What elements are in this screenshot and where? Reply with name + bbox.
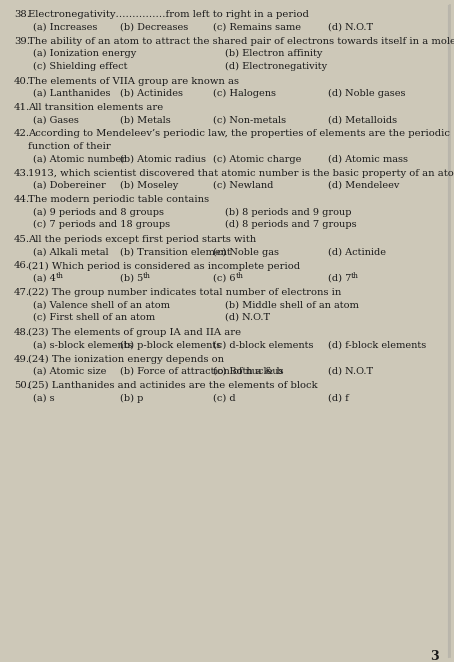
Text: 48.: 48.: [14, 328, 30, 337]
Text: (c) Noble gas: (c) Noble gas: [213, 248, 279, 257]
Text: function of their: function of their: [28, 142, 111, 151]
Text: (c) Remains same: (c) Remains same: [213, 23, 301, 32]
Text: (a) s: (a) s: [33, 393, 54, 402]
Text: (a) Atomic number: (a) Atomic number: [33, 154, 126, 164]
Text: (b) Moseley: (b) Moseley: [120, 181, 178, 190]
Text: (c) Shielding effect: (c) Shielding effect: [33, 62, 128, 71]
Text: (a) Dobereiner: (a) Dobereiner: [33, 181, 106, 190]
Text: (d) N.O.T: (d) N.O.T: [328, 367, 373, 376]
Text: (b) p: (b) p: [120, 393, 143, 402]
Text: (c) d-block elements: (c) d-block elements: [213, 340, 314, 350]
Text: (d) Metalloids: (d) Metalloids: [328, 115, 397, 124]
Text: (d) Actinide: (d) Actinide: [328, 248, 386, 256]
Text: 39.: 39.: [14, 36, 30, 46]
Text: (21) Which period is considered as incomplete period: (21) Which period is considered as incom…: [28, 261, 300, 271]
Text: (b) Force of attraction of nucleus: (b) Force of attraction of nucleus: [120, 367, 284, 376]
Text: (25) Lanthanides and actinides are the elements of block: (25) Lanthanides and actinides are the e…: [28, 381, 318, 390]
Text: The modern periodic table contains: The modern periodic table contains: [28, 195, 209, 204]
Text: The elements of VIIA group are known as: The elements of VIIA group are known as: [28, 77, 239, 85]
Text: (a) Atomic size: (a) Atomic size: [33, 367, 106, 376]
Text: (d) Mendeleev: (d) Mendeleev: [328, 181, 400, 190]
Text: (a) 9 periods and 8 groups: (a) 9 periods and 8 groups: [33, 207, 164, 216]
Text: th: th: [350, 272, 359, 280]
Text: (d) 8 periods and 7 groups: (d) 8 periods and 7 groups: [225, 220, 357, 229]
Text: All transition elements are: All transition elements are: [28, 103, 163, 112]
Text: th: th: [143, 272, 150, 280]
Text: (a) Valence shell of an atom: (a) Valence shell of an atom: [33, 301, 170, 310]
Text: (c) Atomic charge: (c) Atomic charge: [213, 154, 301, 164]
Text: (b) 5: (b) 5: [120, 274, 143, 283]
Text: (a) Gases: (a) Gases: [33, 115, 79, 124]
Text: (24) The ionization energy depends on: (24) The ionization energy depends on: [28, 354, 224, 363]
Text: (d) Noble gases: (d) Noble gases: [328, 89, 405, 98]
Text: 46.: 46.: [14, 261, 30, 271]
Text: 3: 3: [430, 650, 439, 662]
Text: (b) Atomic radius: (b) Atomic radius: [120, 154, 206, 164]
Text: (b) Transition element: (b) Transition element: [120, 248, 231, 256]
Text: (b) Actinides: (b) Actinides: [120, 89, 183, 98]
Text: 45.: 45.: [14, 235, 30, 244]
Text: (a) Lanthanides: (a) Lanthanides: [33, 89, 110, 98]
Text: 42.: 42.: [14, 130, 30, 138]
Text: (c) Non-metals: (c) Non-metals: [213, 115, 286, 124]
Text: Electronegativity……………from left to right in a period: Electronegativity……………from left to right…: [28, 10, 309, 19]
Text: (22) The group number indicates total number of electrons in: (22) The group number indicates total nu…: [28, 288, 341, 297]
Text: 43.: 43.: [14, 169, 30, 177]
Text: (a) Increases: (a) Increases: [33, 23, 97, 32]
Text: (a) Alkali metal: (a) Alkali metal: [33, 248, 109, 256]
Text: (d) Electronegativity: (d) Electronegativity: [225, 62, 327, 71]
Text: (c) First shell of an atom: (c) First shell of an atom: [33, 313, 155, 322]
Text: (a) 4: (a) 4: [33, 274, 56, 283]
Text: (b) p-block elements: (b) p-block elements: [120, 340, 221, 350]
Text: (b) Decreases: (b) Decreases: [120, 23, 188, 32]
Text: (c) Both a & b: (c) Both a & b: [213, 367, 283, 376]
Text: (23) The elements of group IA and IIA are: (23) The elements of group IA and IIA ar…: [28, 328, 241, 337]
Text: (b) Electron affinity: (b) Electron affinity: [225, 49, 322, 58]
Text: (c) 6: (c) 6: [213, 274, 236, 283]
Text: 47.: 47.: [14, 288, 30, 297]
Text: (b) 8 periods and 9 group: (b) 8 periods and 9 group: [225, 207, 351, 216]
Text: th: th: [55, 272, 64, 280]
Text: (c) 7 periods and 18 groups: (c) 7 periods and 18 groups: [33, 220, 170, 229]
Text: th: th: [236, 272, 243, 280]
Text: (d) N.O.T: (d) N.O.T: [328, 23, 373, 32]
Text: (d) N.O.T: (d) N.O.T: [225, 313, 270, 322]
Text: 49.: 49.: [14, 354, 30, 363]
Text: All the periods except first period starts with: All the periods except first period star…: [28, 235, 256, 244]
Text: (b) Metals: (b) Metals: [120, 115, 171, 124]
Text: (c) d: (c) d: [213, 393, 236, 402]
Text: 50.: 50.: [14, 381, 30, 390]
Text: 44.: 44.: [14, 195, 30, 204]
Text: (a) s-block elements: (a) s-block elements: [33, 340, 133, 350]
Text: (c) Halogens: (c) Halogens: [213, 89, 276, 98]
Text: (a) Ionization energy: (a) Ionization energy: [33, 49, 136, 58]
Text: (d) 7: (d) 7: [328, 274, 351, 283]
Text: According to Mendeleev’s periodic law, the properties of elements are the period: According to Mendeleev’s periodic law, t…: [28, 130, 450, 138]
Text: (d) f-block elements: (d) f-block elements: [328, 340, 426, 350]
Text: 38.: 38.: [14, 10, 30, 19]
Text: 40.: 40.: [14, 77, 30, 85]
Text: The ability of an atom to attract the shared pair of electrons towards itself in: The ability of an atom to attract the sh…: [28, 36, 454, 46]
Text: (b) Middle shell of an atom: (b) Middle shell of an atom: [225, 301, 359, 310]
Text: (d) f: (d) f: [328, 393, 349, 402]
Text: (c) Newland: (c) Newland: [213, 181, 273, 190]
Text: 41.: 41.: [14, 103, 30, 112]
Text: 1913, which scientist discovered that atomic number is the basic property of an : 1913, which scientist discovered that at…: [28, 169, 454, 177]
Text: (d) Atomic mass: (d) Atomic mass: [328, 154, 408, 164]
